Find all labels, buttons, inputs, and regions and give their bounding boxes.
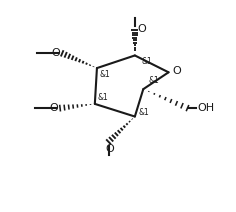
Text: O: O [173,66,181,76]
Text: OH: OH [198,103,215,113]
Text: O: O [51,48,60,58]
Text: &1: &1 [99,70,110,79]
Text: O: O [105,144,114,154]
Text: &1: &1 [139,108,149,117]
Text: O: O [138,24,147,34]
Text: O: O [49,103,58,113]
Text: &1: &1 [141,57,152,66]
Text: &1: &1 [97,93,108,102]
Text: &1: &1 [148,76,159,85]
